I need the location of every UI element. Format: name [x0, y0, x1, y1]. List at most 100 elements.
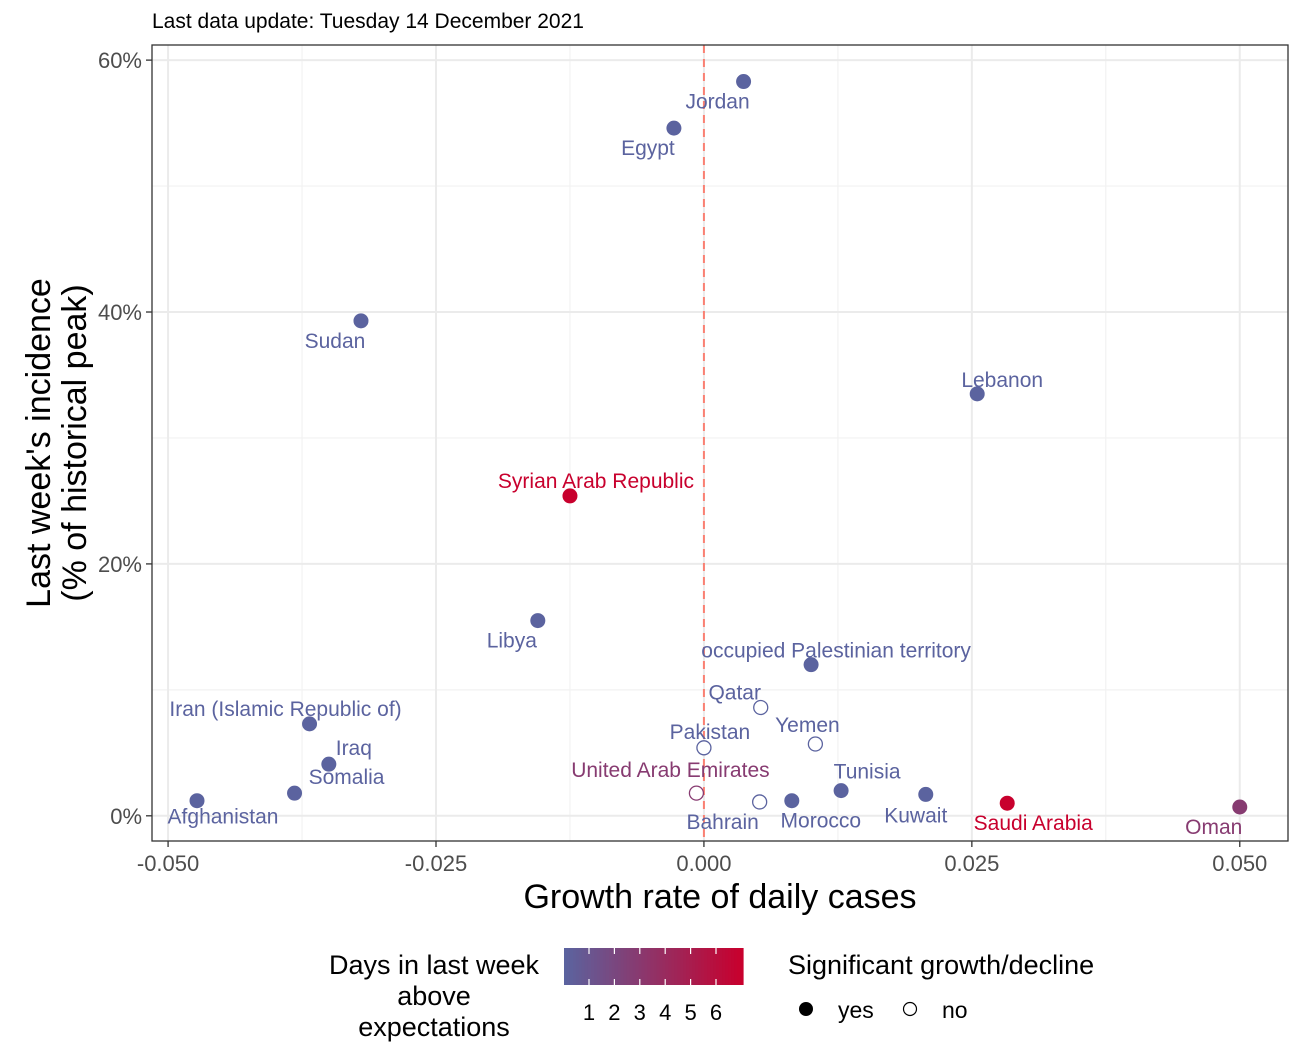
color-gradient-segment	[608, 948, 613, 985]
y-tick-label: 40%	[98, 300, 142, 325]
label-libya: Libya	[487, 630, 538, 653]
color-gradient-segment	[569, 948, 574, 985]
color-gradient-segment	[737, 948, 741, 985]
color-gradient-segment	[644, 948, 649, 985]
point-qatar	[753, 699, 769, 716]
color-gradient-segment	[635, 948, 640, 985]
color-gradient-segment	[656, 948, 661, 985]
data-points	[189, 74, 1248, 815]
color-gradient-segment	[674, 948, 678, 985]
color-gradient-segment	[623, 948, 628, 985]
x-tick-label: 0.050	[1212, 851, 1267, 876]
point-yemen	[807, 736, 824, 752]
label-jordan: Jordan	[685, 91, 749, 114]
x-tick-label: 0.025	[944, 851, 999, 876]
color-gradient-segment	[587, 948, 592, 985]
x-axis-ticks: -0.050 -0.025 0.000 0.025 0.050	[137, 841, 1267, 876]
color-gradient-segment	[683, 948, 687, 985]
point-sudan	[353, 313, 369, 329]
y-tick-label: 0%	[110, 804, 142, 829]
label-pakistan: Pakistan	[670, 721, 751, 744]
label-tunisia: Tunisia	[834, 761, 901, 784]
color-gradient-segment	[710, 948, 714, 985]
chart-subtitle: Last data update: Tuesday 14 December 20…	[152, 10, 584, 33]
color-gradient-segment	[626, 948, 631, 985]
label-syrian-arab-republic: Syrian Arab Republic	[498, 470, 694, 493]
color-tick-label: 1	[583, 1000, 595, 1025]
point-pakistan	[696, 740, 712, 756]
point-morocco	[784, 793, 800, 809]
color-gradient-segment	[575, 948, 580, 985]
color-gradient-segment	[614, 948, 619, 985]
x-tick-label: -0.025	[405, 851, 467, 876]
y-axis-title-line2: (% of historical peak)	[56, 284, 94, 601]
color-gradient-segment	[716, 948, 720, 985]
color-gradient-segment	[596, 948, 601, 985]
color-gradient-segment	[680, 948, 684, 985]
label-iraq: Iraq	[336, 737, 372, 760]
color-gradient-segment	[740, 948, 744, 985]
point-egypt	[666, 120, 682, 136]
color-gradient-segment	[632, 948, 637, 985]
color-gradient-bar	[564, 948, 744, 985]
color-gradient-segment	[677, 948, 681, 985]
label-bahrain: Bahrain	[686, 811, 758, 834]
color-tick-label: 6	[710, 1000, 722, 1025]
color-gradient-segment	[620, 948, 625, 985]
label-afghanistan: Afghanistan	[168, 806, 279, 829]
plot-border	[151, 44, 1289, 842]
color-gradient-segment	[638, 948, 643, 985]
label-somalia: Somalia	[309, 766, 385, 789]
color-gradient-segment	[593, 948, 598, 985]
color-gradient-segment	[629, 948, 634, 985]
point-kuwait	[918, 786, 934, 802]
color-gradient-segment	[647, 948, 652, 985]
color-tick-label: 2	[608, 1000, 620, 1025]
y-axis-ticks: 0% 20% 40% 60%	[98, 48, 152, 829]
color-gradient-segment	[564, 948, 568, 985]
point-libya	[530, 613, 546, 629]
legend-yes-label: yes	[838, 997, 874, 1023]
color-gradient-segment	[701, 948, 705, 985]
point-tunisia	[833, 783, 849, 799]
color-gradient-segment	[707, 948, 711, 985]
y-axis-title-line1: Last week's incidence	[20, 278, 58, 608]
point-occupied-palestinian-territory	[803, 657, 819, 673]
point-lebanon	[969, 386, 985, 402]
point-iraq	[321, 756, 337, 772]
color-gradient-segment	[686, 948, 690, 985]
color-tick-label: 5	[684, 1000, 696, 1025]
color-gradient-segment	[641, 948, 646, 985]
legend-filled-circle-icon	[799, 1002, 813, 1016]
color-gradient-segment	[581, 948, 586, 985]
color-gradient-segment	[662, 948, 667, 985]
color-gradient-segment	[695, 948, 699, 985]
label-occupied-palestinian-territory: occupied Palestinian territory	[701, 640, 971, 663]
color-gradient-segment	[668, 948, 672, 985]
legend-open-circle-icon	[902, 1001, 918, 1017]
point-afghanistan	[189, 793, 205, 809]
color-gradient-segment	[653, 948, 658, 985]
color-gradient-segment	[578, 948, 583, 985]
color-gradient-segment	[599, 948, 604, 985]
color-tick-label: 4	[659, 1000, 671, 1025]
color-gradient-segment	[650, 948, 655, 985]
label-egypt: Egypt	[621, 137, 675, 160]
color-gradient-segment	[725, 948, 729, 985]
color-legend-title-line2: above	[397, 981, 471, 1011]
point-syrian-arab-republic	[562, 488, 578, 504]
point-saudi-arabia	[999, 795, 1015, 811]
label-iran-islamic-republic-of: Iran (Islamic Republic of)	[169, 698, 401, 721]
color-gradient-segment	[572, 948, 577, 985]
point-united-arab-emirates	[688, 785, 705, 801]
color-legend-title-line1: Days in last week	[329, 950, 540, 980]
color-gradient-segment	[692, 948, 696, 985]
color-gradient-segment	[584, 948, 589, 985]
color-gradient-segment	[566, 948, 571, 985]
color-legend-title-line3: expectations	[358, 1012, 510, 1042]
point-jordan	[736, 74, 752, 90]
